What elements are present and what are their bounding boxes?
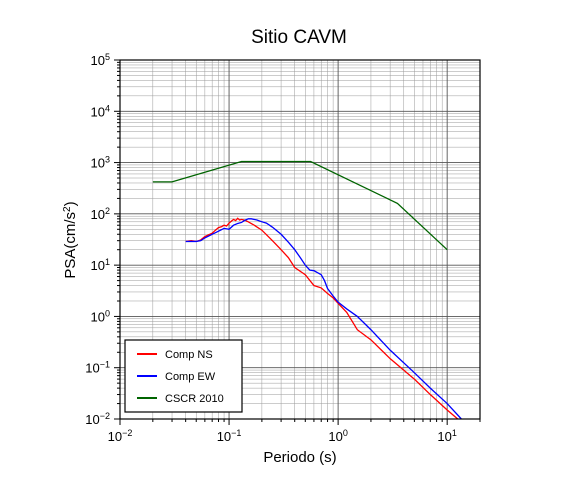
- plot-frame: [119, 59, 481, 420]
- x-tick-label: 10−2: [108, 428, 133, 444]
- y-tick-label: 10−1: [85, 360, 110, 376]
- x-axis-ticks: 10−2 10−1 100 101: [108, 419, 481, 444]
- legend-label-comp-ew: Comp EW: [165, 371, 216, 383]
- x-axis-label: Periodo (s): [263, 449, 336, 466]
- legend-label-cscr-2010: CSCR 2010: [165, 393, 224, 405]
- series-line-comp-ns: [185, 217, 459, 420]
- y-tick-label: 105: [91, 52, 110, 68]
- y-axis-label-main: PSA(cm/s: [62, 212, 79, 279]
- series-line-comp-ew: [185, 218, 462, 420]
- x-tick-label: 100: [328, 428, 347, 444]
- legend-items: Comp NS Comp EW CSCR 2010: [137, 349, 224, 405]
- y-tick-label: 104: [91, 103, 110, 119]
- y-axis-label-close: ): [62, 201, 79, 206]
- minor-grid: [120, 60, 481, 419]
- legend: Comp NS Comp EW CSCR 2010: [124, 339, 243, 413]
- y-tick-label: 101: [91, 257, 110, 273]
- legend-label-comp-ns: Comp NS: [165, 349, 213, 361]
- chart-title: Sitio CAVM: [251, 27, 347, 48]
- y-axis-ticks: 10−2 10−1 100 101 102 103 104 105: [85, 52, 120, 427]
- series-layer: [152, 160, 462, 420]
- x-tick-label: 101: [437, 428, 456, 444]
- series-line-cscr-2010: [152, 160, 448, 251]
- x-tick-label: 10−1: [217, 428, 242, 444]
- y-axis-label: PSA(cm/s2): [62, 201, 80, 278]
- y-tick-label: 100: [91, 308, 110, 324]
- y-tick-label: 103: [91, 155, 110, 171]
- y-axis-label-sup: 2: [62, 206, 73, 212]
- y-tick-label: 102: [91, 206, 110, 222]
- y-tick-label: 10−2: [85, 411, 110, 427]
